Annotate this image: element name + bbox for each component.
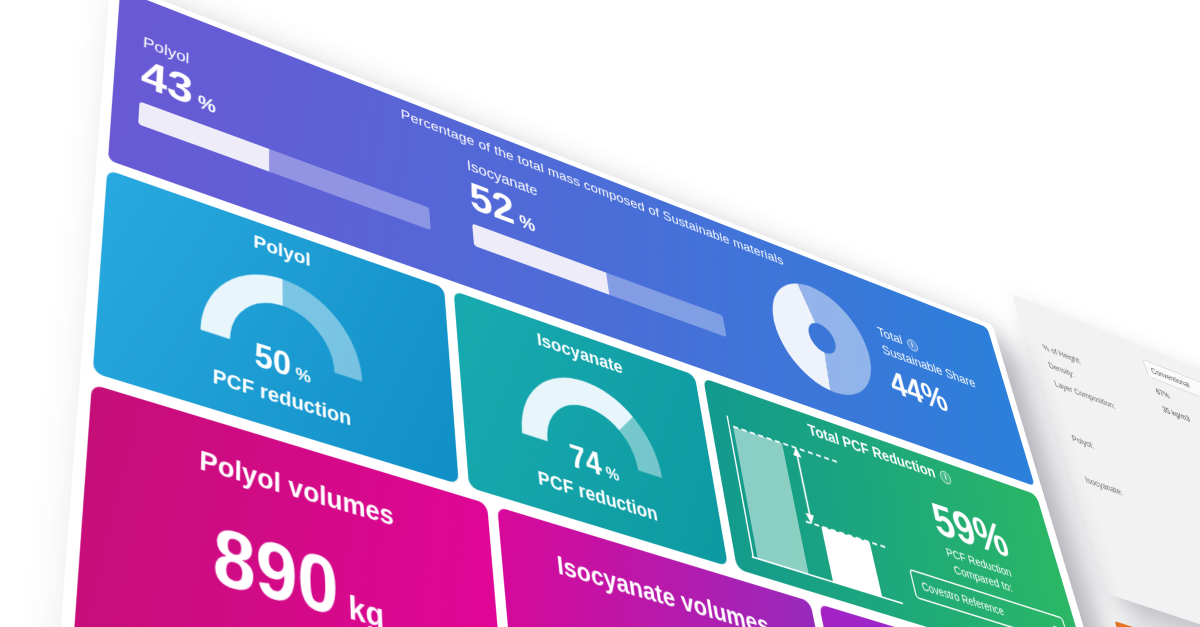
total-pcf-stats: 59% PCF Reduction Compared to: Covestro … (887, 481, 1071, 627)
total-pcf-body: 59% PCF Reduction Compared to: Covestro … (720, 408, 1077, 627)
pcf-row: Polyol 50% PCF reduction Isocyanate 74% (92, 169, 1092, 627)
edit-button[interactable]: Click here to edit (1114, 621, 1200, 627)
polyol-volumes-number: 890 (211, 510, 340, 627)
isocyanate-share-unit: % (518, 211, 537, 237)
polyol-pcf-unit: % (295, 364, 312, 388)
pcf-compare-bar-chart (721, 409, 913, 614)
total-pcf-card: Total PCF Reduction i (703, 378, 1091, 627)
polyol-share-unit: % (197, 91, 217, 119)
chevron-down-icon: ▾ (1051, 620, 1059, 627)
polyol-volumes-unit: kg (347, 587, 385, 627)
info-icon[interactable]: i (905, 337, 919, 353)
reference-bar (733, 426, 809, 575)
isocyanate-pcf-unit: % (604, 463, 621, 486)
polyol-volumes-value: 890 kg (212, 510, 385, 627)
